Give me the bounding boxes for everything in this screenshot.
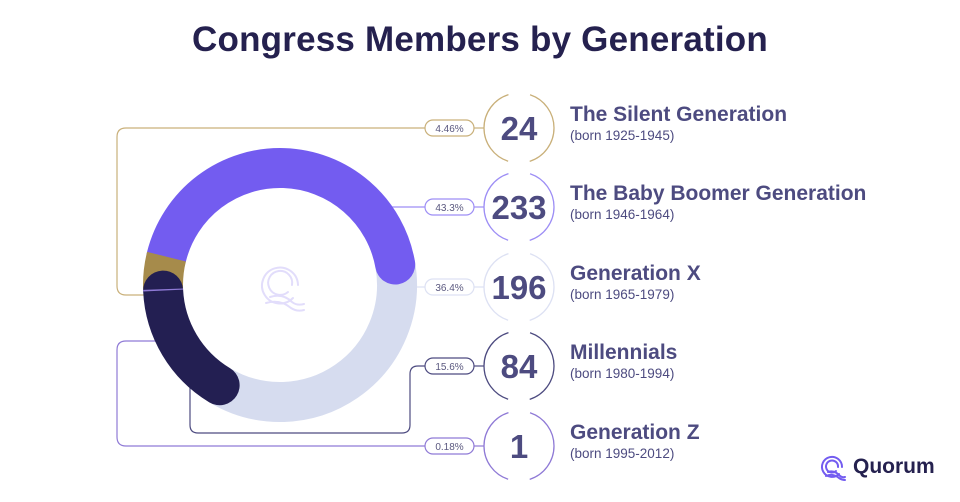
percent-label: 43.3%	[435, 203, 463, 214]
generation-name: Generation Z	[570, 421, 700, 444]
value-label: 84	[501, 348, 538, 385]
generation-name: Millennials	[570, 341, 678, 364]
value-circle	[483, 251, 555, 323]
value-circle	[483, 330, 555, 402]
donut-segment-the-baby-boomer-generation	[146, 148, 416, 285]
connector-line	[116, 127, 425, 296]
value-circle	[483, 171, 555, 243]
quorum-logo: Quorum	[817, 452, 935, 482]
value-label: 1	[510, 428, 528, 465]
quorum-logo-icon	[821, 455, 846, 481]
donut-segment-millennials	[143, 270, 240, 406]
value-label: 233	[491, 189, 546, 226]
generation-name: The Silent Generation	[570, 103, 788, 126]
value-label: 196	[491, 269, 546, 306]
generation-name: Generation X	[570, 262, 701, 285]
generation-born: (born 1946-1964)	[570, 207, 675, 222]
generation-born: (born 1925-1945)	[570, 128, 675, 143]
center-logo-icon	[261, 266, 305, 312]
percent-label: 15.6%	[435, 362, 463, 373]
percent-label: 0.18%	[435, 442, 463, 453]
connector-line	[116, 340, 425, 447]
legend-item: The Baby Boomer Generation (born 1946-196…	[570, 182, 866, 223]
value-circle	[483, 92, 555, 164]
value-circle	[483, 410, 555, 482]
generation-born: (born 1965-1979)	[570, 287, 675, 302]
legend-item: The Silent Generation (born 1925-1945)	[570, 103, 787, 144]
percent-label: 4.46%	[435, 124, 463, 135]
connector-line	[189, 365, 425, 434]
value-label: 24	[501, 110, 538, 147]
legend-item: Millennials (born 1980-1994)	[570, 341, 677, 382]
generation-name: The Baby Boomer Generation	[570, 182, 867, 205]
donut-segment-generation-x	[199, 244, 417, 422]
logo-wordmark: Quorum	[853, 455, 935, 478]
chart-title: Congress Members by Generation	[192, 20, 768, 59]
generation-born: (born 1995-2012)	[570, 446, 675, 461]
generation-born: (born 1980-1994)	[570, 366, 675, 381]
percent-label: 36.4%	[435, 283, 463, 294]
legend-item: Generation X (born 1965-1979)	[570, 262, 701, 303]
legend-item: Generation Z (born 1995-2012)	[570, 421, 700, 462]
